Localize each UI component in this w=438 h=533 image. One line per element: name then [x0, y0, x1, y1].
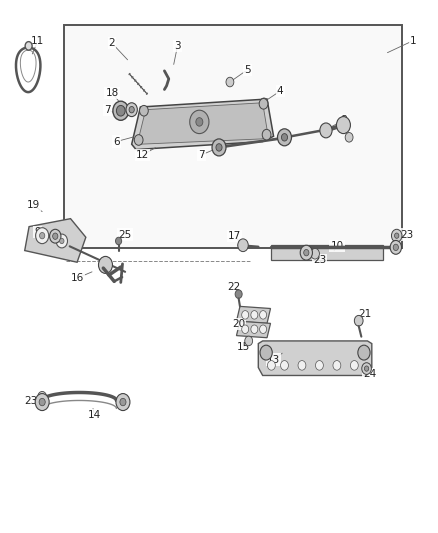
Text: 6: 6: [113, 136, 120, 147]
Text: 16: 16: [71, 273, 84, 283]
Circle shape: [298, 361, 306, 370]
Circle shape: [35, 393, 49, 410]
Text: 4: 4: [277, 86, 283, 96]
Circle shape: [117, 106, 125, 116]
Circle shape: [120, 398, 126, 406]
Circle shape: [268, 361, 276, 370]
Circle shape: [212, 139, 226, 156]
Circle shape: [262, 130, 271, 140]
Circle shape: [35, 228, 49, 244]
Circle shape: [39, 232, 45, 239]
Circle shape: [99, 256, 113, 273]
Circle shape: [393, 244, 399, 251]
Circle shape: [345, 133, 353, 142]
Circle shape: [238, 239, 248, 252]
Circle shape: [60, 238, 64, 244]
Text: 19: 19: [27, 200, 40, 210]
Circle shape: [358, 345, 370, 360]
Circle shape: [196, 118, 203, 126]
Text: 14: 14: [88, 410, 101, 421]
Polygon shape: [237, 306, 271, 324]
Circle shape: [362, 363, 371, 374]
Text: 1: 1: [410, 36, 417, 45]
Circle shape: [25, 42, 32, 50]
Text: 24: 24: [363, 369, 376, 379]
Text: 12: 12: [136, 150, 149, 160]
Circle shape: [216, 144, 222, 151]
Circle shape: [354, 316, 363, 326]
Polygon shape: [272, 245, 383, 260]
Text: 7: 7: [104, 104, 111, 115]
Circle shape: [116, 393, 130, 410]
Text: 3: 3: [174, 41, 181, 51]
Circle shape: [315, 361, 323, 370]
Text: 17: 17: [228, 231, 241, 241]
Text: 7: 7: [198, 150, 205, 160]
Text: 23: 23: [400, 230, 413, 240]
Circle shape: [134, 135, 143, 146]
Circle shape: [278, 129, 291, 146]
Text: 15: 15: [237, 342, 250, 352]
Circle shape: [300, 245, 312, 260]
Circle shape: [390, 240, 402, 254]
Polygon shape: [25, 219, 86, 262]
Circle shape: [260, 98, 268, 108]
Circle shape: [39, 398, 45, 406]
Circle shape: [38, 391, 46, 402]
Circle shape: [126, 103, 138, 117]
Text: 25: 25: [119, 230, 132, 240]
Text: 20: 20: [232, 319, 245, 329]
Circle shape: [333, 361, 341, 370]
Text: 5: 5: [244, 65, 251, 75]
Circle shape: [113, 101, 129, 120]
Bar: [64, 25, 403, 248]
Text: 8: 8: [340, 115, 347, 125]
Circle shape: [53, 233, 58, 239]
Polygon shape: [237, 321, 271, 338]
Text: 23: 23: [313, 255, 326, 265]
Circle shape: [49, 229, 61, 243]
Circle shape: [311, 248, 319, 259]
Text: 21: 21: [359, 309, 372, 319]
Text: 23: 23: [25, 396, 38, 406]
Text: 2: 2: [109, 38, 115, 48]
Circle shape: [251, 325, 258, 334]
Circle shape: [260, 325, 267, 334]
Polygon shape: [132, 99, 274, 150]
Circle shape: [281, 361, 288, 370]
Text: 9: 9: [35, 227, 41, 237]
Circle shape: [364, 366, 369, 371]
Circle shape: [235, 290, 242, 298]
Text: 18: 18: [106, 87, 119, 98]
Polygon shape: [258, 341, 372, 375]
Text: 13: 13: [267, 354, 280, 365]
Circle shape: [226, 77, 234, 87]
Circle shape: [282, 134, 288, 141]
Circle shape: [304, 249, 309, 256]
Circle shape: [190, 110, 209, 134]
Circle shape: [116, 237, 122, 245]
Polygon shape: [138, 103, 268, 144]
Circle shape: [350, 361, 358, 370]
Circle shape: [395, 233, 399, 238]
Circle shape: [336, 117, 350, 134]
Circle shape: [242, 325, 249, 334]
Circle shape: [260, 345, 272, 360]
Text: 10: 10: [330, 241, 343, 251]
Circle shape: [56, 234, 67, 248]
Text: 11: 11: [31, 36, 44, 45]
Circle shape: [242, 311, 249, 319]
Circle shape: [392, 229, 402, 242]
Circle shape: [129, 107, 134, 113]
Circle shape: [259, 99, 268, 109]
Circle shape: [251, 311, 258, 319]
Text: 22: 22: [228, 282, 241, 292]
Circle shape: [260, 311, 267, 319]
Circle shape: [140, 106, 148, 116]
Circle shape: [245, 336, 253, 346]
Circle shape: [320, 123, 332, 138]
